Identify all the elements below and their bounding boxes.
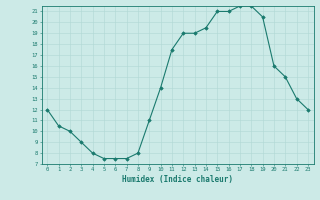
X-axis label: Humidex (Indice chaleur): Humidex (Indice chaleur) [122, 175, 233, 184]
